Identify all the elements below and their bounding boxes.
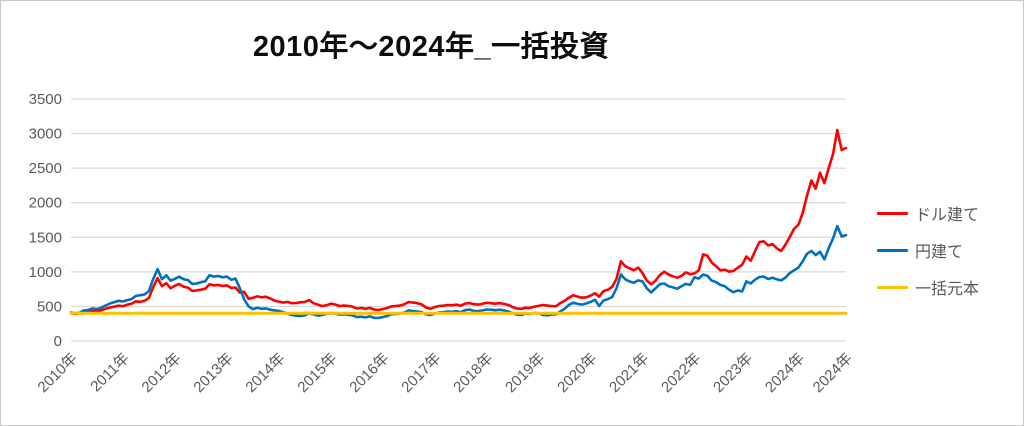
y-tick-label: 2500 (29, 160, 62, 177)
y-tick-label: 1000 (29, 264, 62, 281)
x-tick-label: 2016年 (346, 350, 392, 396)
legend-label-yen: 円建て (915, 244, 964, 261)
x-tick-label: 2022年 (658, 350, 704, 396)
x-tick-label: 2019年 (502, 350, 548, 396)
x-axis-labels: 2010年 2011年 2012年 2013年 2014年 2015年 2016年 2017年… (35, 350, 856, 396)
legend-line-red (877, 211, 908, 215)
x-tick-label: 2011年 (87, 350, 132, 395)
y-axis-labels: 0 500 1000 1500 2000 2500 3000 3500 (29, 91, 62, 350)
legend-label-principal: 一括元本 (915, 281, 980, 298)
y-tick-label: 3500 (29, 91, 62, 108)
legend-line-gold (877, 285, 908, 289)
x-tick-label: 2017年 (398, 350, 444, 396)
legend-item-dollar: ドル建て (877, 202, 979, 224)
x-tick-label: 2023年 (710, 350, 756, 396)
x-tick-label: 2015年 (294, 350, 340, 396)
x-tick-label: 2021年 (606, 350, 652, 396)
series-path-0 (69, 128, 848, 316)
legend-item-yen: 円建て (877, 239, 979, 261)
legend-label-dollar: ドル建て (915, 207, 980, 224)
x-tick-label: 2013年 (190, 350, 236, 396)
x-tick-label: 2024年 (762, 350, 808, 396)
x-tick-label: 2018年 (450, 350, 496, 396)
series-path-1 (69, 224, 848, 320)
legend-line-blue (877, 248, 908, 252)
x-tick-label: 2010年 (35, 350, 81, 396)
chart-title: 2010年～2024年_一括投資 (252, 31, 610, 63)
x-tick-label: 2014年 (242, 350, 288, 396)
legend-item-principal: 一括元本 (877, 276, 979, 298)
x-tick-label: 2012年 (139, 350, 185, 396)
chart-legend: ドル建て 円建て 一括元本 (877, 202, 979, 298)
x-tick-label: 2020年 (554, 350, 600, 396)
y-tick-label: 3000 (29, 126, 62, 143)
y-tick-label: 0 (54, 333, 62, 350)
y-tick-label: 500 (37, 298, 62, 315)
y-tick-label: 1500 (29, 229, 62, 246)
x-tick-label: 2024年 (810, 350, 856, 396)
y-tick-label: 2000 (29, 195, 62, 212)
